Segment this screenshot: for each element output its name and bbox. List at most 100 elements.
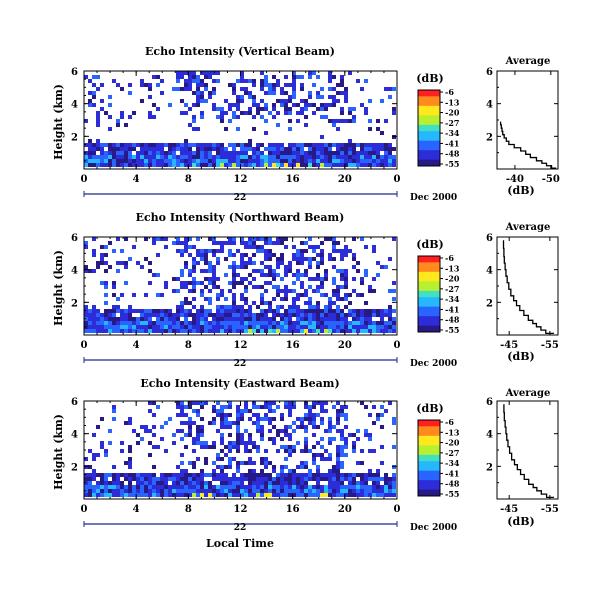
heatmap-cell (180, 301, 184, 305)
heatmap-cell (232, 297, 236, 301)
heatmap-cell (140, 99, 144, 103)
heatmap-cell (180, 281, 184, 285)
heatmap-cell (240, 413, 244, 417)
heatmap-cell (196, 127, 200, 131)
heatmap-cell (300, 329, 304, 333)
heatmap-cell (152, 445, 156, 449)
colorbar-tick-label: -20 (445, 274, 460, 284)
heatmap-cell (280, 253, 284, 257)
heatmap-cell (108, 143, 112, 147)
heatmap-cell (260, 249, 264, 253)
average-y-tick-label: 6 (486, 67, 493, 78)
heatmap-cell (320, 147, 324, 151)
heatmap-cell (192, 119, 196, 123)
heatmap-cell (164, 143, 168, 147)
heatmap-cell (224, 155, 228, 159)
heatmap-cell (196, 163, 200, 167)
heatmap-cell (196, 249, 200, 253)
heatmap-cell (264, 489, 268, 493)
heatmap-cell (128, 159, 132, 163)
heatmap-cell (340, 473, 344, 477)
heatmap-cell (248, 245, 252, 249)
heatmap-cell (352, 277, 356, 281)
heatmap-cell (240, 309, 244, 313)
heatmap-cell (132, 473, 136, 477)
heatmap-cell (248, 477, 252, 481)
heatmap-cell (344, 453, 348, 457)
heatmap-cell (196, 441, 200, 445)
heatmap-cell (328, 321, 332, 325)
heatmap-cell (296, 163, 300, 167)
heatmap-cell (304, 417, 308, 421)
heatmap-cell (120, 493, 124, 497)
heatmap-cell (384, 321, 388, 325)
heatmap-cell (148, 473, 152, 477)
heatmap-cell (156, 273, 160, 277)
heatmap-cell (112, 325, 116, 329)
heatmap-cell (152, 473, 156, 477)
heatmap-cell (344, 425, 348, 429)
heatmap-cell (300, 143, 304, 147)
heatmap-cell (356, 321, 360, 325)
date-day-label: 22 (234, 193, 247, 203)
heatmap-cell (120, 309, 124, 313)
heatmap-cell (276, 285, 280, 289)
heatmap-cell (136, 317, 140, 321)
heatmap-cell (236, 107, 240, 111)
heatmap-cell (316, 453, 320, 457)
heatmap-cell (316, 305, 320, 309)
heatmap-cell (312, 425, 316, 429)
heatmap-cell (316, 489, 320, 493)
heatmap-cell (296, 305, 300, 309)
heatmap-cell (352, 433, 356, 437)
heatmap-cell (276, 237, 280, 241)
heatmap-cell (248, 437, 252, 441)
heatmap-cell (248, 485, 252, 489)
heatmap-cell (304, 329, 308, 333)
colorbar-tick-label: -55 (445, 159, 459, 169)
heatmap-cell (244, 151, 248, 155)
heatmap-cell (148, 115, 152, 119)
heatmap-cell (96, 425, 100, 429)
heatmap-cell (344, 87, 348, 91)
heatmap-cell (344, 313, 348, 317)
heatmap-cell (200, 469, 204, 473)
heatmap-cell (308, 473, 312, 477)
heatmap-cell (288, 413, 292, 417)
heatmap-cell (256, 155, 260, 159)
heatmap-cell (380, 143, 384, 147)
heatmap-cell (308, 103, 312, 107)
heatmap-cell (368, 159, 372, 163)
heatmap-cell (376, 481, 380, 485)
heatmap-cell (360, 493, 364, 497)
heatmap-cell (220, 305, 224, 309)
heatmap-cell (200, 305, 204, 309)
heatmap-cell (392, 329, 396, 333)
heatmap-cell (300, 293, 304, 297)
heatmap-cell (232, 281, 236, 285)
heatmap-cell (144, 481, 148, 485)
heatmap-cell (164, 317, 168, 321)
heatmap-cell (332, 155, 336, 159)
heatmap-cell (276, 477, 280, 481)
heatmap-cell (224, 257, 228, 261)
heatmap-cell (176, 485, 180, 489)
heatmap-cell (120, 329, 124, 333)
heatmap-cell (212, 159, 216, 163)
heatmap-cell (380, 489, 384, 493)
heatmap-cell (292, 281, 296, 285)
heatmap-cell (104, 245, 108, 249)
heatmap-cell (104, 325, 108, 329)
heatmap-cell (284, 477, 288, 481)
heatmap-cell (344, 253, 348, 257)
heatmap-cell (280, 469, 284, 473)
heatmap-cell (180, 159, 184, 163)
heatmap-cell (356, 481, 360, 485)
heatmap-cell (332, 425, 336, 429)
heatmap-cell (388, 143, 392, 147)
heatmap-cell (216, 155, 220, 159)
y-tick-label: 6 (71, 397, 78, 408)
heatmap-cell (156, 493, 160, 497)
heatmap-cell (324, 155, 328, 159)
heatmap-cell (244, 297, 248, 301)
